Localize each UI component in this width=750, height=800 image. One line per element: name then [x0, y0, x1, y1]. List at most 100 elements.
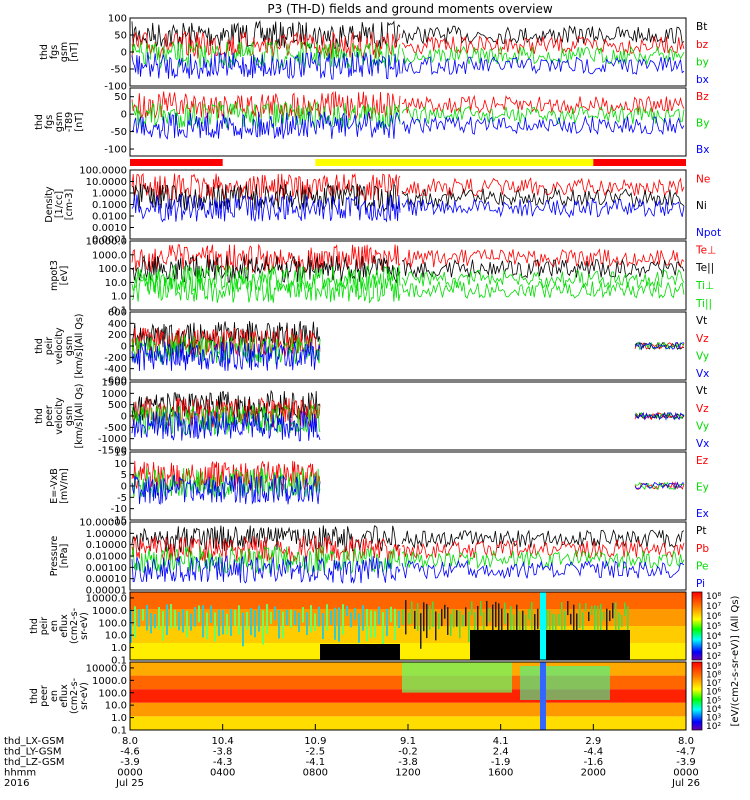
density-ylabel: [1/cc] — [54, 191, 65, 218]
temperature-ytick: 100.0 — [98, 264, 127, 275]
peir_velocity-ytick: 400 — [108, 319, 127, 330]
density-trace-1 — [131, 182, 685, 212]
status-bar — [130, 159, 686, 166]
density-trace-0 — [131, 172, 685, 203]
x-axis-value: -1.9 — [491, 757, 511, 768]
colorbar-tick: 10³ — [706, 642, 721, 652]
efield-traces — [131, 460, 685, 505]
pressure-ylabel: [nPa] — [59, 544, 70, 569]
x-axis-value: -4.7 — [676, 747, 696, 758]
peir_spectrogram-ylabel: (cm2-s- — [69, 608, 80, 644]
x-axis-row-label: 2016 — [4, 778, 29, 789]
peir_spectrogram-ylabel: peir — [39, 617, 50, 636]
peir_spectrogram-ytick: 10000.0 — [86, 593, 127, 604]
x-axis-value: -3.8 — [398, 757, 418, 768]
peer_velocity-trace-0 — [131, 389, 685, 421]
fgs-trace-0 — [131, 20, 685, 50]
colorbar-label: [eV/(cm2-s-sr-eV)] (All Qs) — [730, 595, 741, 726]
density-ytick: 100.0000 — [79, 166, 127, 177]
efield-legend-Ey: Ey — [696, 482, 709, 494]
colorbar-tick: 10⁷ — [706, 679, 721, 689]
peer_velocity-legend-Vy: Vy — [696, 421, 709, 433]
x-axis-value: 0800 — [303, 768, 328, 779]
x-axis-value: 2000 — [581, 768, 606, 779]
x-axis-value: 8.0 — [678, 736, 694, 747]
x-axis-value: -3.8 — [213, 747, 233, 758]
peer_spectrogram-ylabel: en — [49, 690, 60, 702]
peer_spectrogram-ytick: 0.1 — [111, 726, 127, 737]
colorbar-tick: 10⁴ — [706, 632, 721, 642]
fgs-ylabel: [nT] — [69, 42, 80, 61]
peir_velocity-ytick: 200 — [108, 330, 127, 341]
peir_spectrogram-ytick: 0.1 — [111, 656, 127, 667]
x-axis-row-label: hhmm — [4, 768, 36, 779]
peer_velocity-ytick: 500 — [108, 400, 127, 411]
panel-peer_spectrogram: 10000.0 1000.0100.0 10.01.0 0.1 thd peer en efl… — [29, 661, 687, 737]
efield-ylabel: [mV/m] — [59, 468, 70, 504]
fgs_dip-ytick: 0 — [121, 110, 127, 121]
panel-temperature: 10000.0 1000.0 100.0 10.0 1.0 0.1 mpot3 [eV] Te⊥… — [49, 237, 716, 317]
peir_spectrogram-ytick: 1.0 — [111, 643, 127, 654]
peir_velocity-ylabel: gsm — [64, 336, 75, 356]
peer_velocity-trace-2 — [131, 404, 685, 436]
fgs_dip-ylabel: [nT] — [74, 112, 85, 131]
panel-pressure: 10.000001.000000.100000.010000.001000.00… — [49, 518, 709, 597]
colorbar-tick: 10⁸ — [706, 671, 721, 681]
fgs_dip-frame — [129, 87, 687, 157]
colorbar: 10⁸10⁷10⁶10⁵10⁴10³10²10⁹10⁸10⁷10⁶10⁵10⁴1… — [691, 591, 741, 732]
figure-title: P3 (TH-D) fields and ground moments over… — [267, 2, 552, 16]
colorbar-tick: 10² — [706, 652, 721, 662]
pressure-legend-Pe: Pe — [696, 561, 708, 573]
efield-ytick: 0 — [121, 482, 127, 493]
pressure-traces — [131, 525, 685, 584]
x-axis-value: 0400 — [210, 768, 235, 779]
x-axis-value: 2.4 — [493, 747, 509, 758]
density-ytick: 10.0000 — [86, 177, 127, 188]
peer_velocity-ylabel: peer — [44, 405, 55, 427]
peir_spectrogram-heatmap — [130, 592, 686, 660]
x-axis-value: -4.3 — [213, 757, 233, 768]
peir_velocity-ylabel: thd — [34, 338, 45, 354]
temperature-legend-Ti⊥: Ti⊥ — [695, 280, 714, 292]
fgs_dip-traces — [131, 91, 685, 140]
efield-ytick: 10 — [114, 459, 127, 470]
peir_spectrogram-ytick: 100.0 — [98, 618, 127, 629]
x-axis-value: -3.9 — [676, 757, 696, 768]
peer_velocity-traces — [131, 389, 685, 442]
x-axis-row-label: thd_LX-GSM — [4, 736, 64, 747]
peir_velocity-ylabel: [km/s](All Qs) — [74, 314, 85, 379]
efield-ytick: 15 — [114, 448, 127, 459]
peer_spectrogram-ylabel: sr-eV) — [79, 682, 90, 710]
temperature-trace-0 — [131, 243, 685, 274]
x-axis-row-label: thd_LZ-GSM — [4, 757, 65, 768]
x-axis-value: -2.5 — [306, 747, 326, 758]
density-ytick: 0.0001 — [92, 235, 127, 246]
peir_velocity-trace-3 — [131, 341, 684, 372]
x-axis-row-label: thd_LY-GSM — [4, 747, 61, 758]
colorbar-tick: 10⁴ — [706, 705, 721, 715]
peir_velocity-ytick: -600 — [104, 376, 127, 387]
fgs_dip-ylabel: fgs — [44, 115, 55, 129]
density-ytick: 0.0010 — [92, 223, 127, 234]
temperature-traces — [131, 243, 685, 304]
colorbar-tick: 10⁵ — [706, 622, 721, 632]
colorbar-tick: 10⁶ — [706, 688, 721, 698]
peer_velocity-trace-3 — [131, 410, 685, 442]
density-ytick: 1.0000 — [92, 189, 127, 200]
density-ytick: 0.0100 — [92, 212, 127, 223]
x-axis-value: 4.1 — [493, 736, 509, 747]
peir_spectrogram-ylabel: eflux — [59, 614, 70, 638]
temperature-ylabel: mpot3 — [49, 260, 60, 291]
x-axis-value: 0000 — [673, 768, 698, 779]
efield-ytick: 5 — [121, 470, 127, 481]
pressure-trace-2 — [131, 545, 685, 575]
fgs-ylabel: fgs — [49, 45, 60, 59]
x-axis-value: 2.9 — [585, 736, 601, 747]
x-axis-value: 0000 — [117, 768, 142, 779]
fgs-ytick: 100 — [108, 14, 127, 25]
peer_velocity-ytick: 1500 — [102, 378, 127, 389]
temperature-legend-Ti||: Ti|| — [695, 298, 712, 310]
fgs-legend-by: by — [696, 57, 709, 69]
